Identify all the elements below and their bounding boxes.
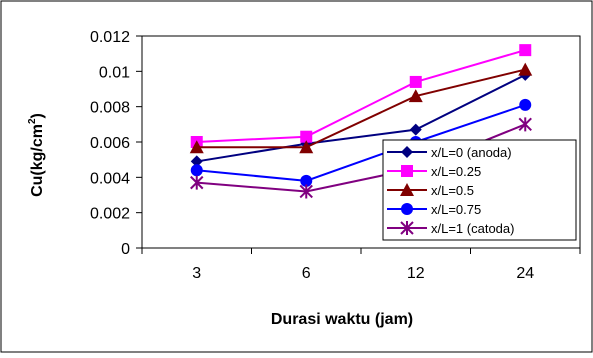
series-3: [189, 62, 533, 154]
series-line: [196, 103, 526, 182]
x-axis-label: Durasi waktu (jam): [271, 311, 413, 328]
data-point: [519, 44, 532, 57]
y-axis-label: Cu(kg/cm2): [27, 113, 46, 197]
legend-label: x/L=0.25: [431, 164, 481, 179]
data-point: [299, 184, 313, 199]
data-point: [190, 155, 203, 168]
y-tick-label: 0.008: [90, 100, 130, 117]
legend-marker: [401, 146, 413, 158]
y-axis-label-sup: 2: [27, 118, 38, 124]
axes: 0 0.002 0.004 0.006 0.008 0.01 0.012 3 6 12 24: [90, 29, 581, 282]
y-tick-label: 0.012: [90, 29, 130, 46]
x-tick-label: 6: [302, 265, 311, 282]
y-tick-label: 0.004: [90, 170, 130, 187]
legend-label: x/L=1 (catoda): [431, 221, 514, 236]
data-point: [299, 140, 314, 154]
data-point: [190, 164, 203, 177]
legend-marker: [401, 165, 413, 177]
data-point: [519, 98, 532, 111]
x-tick-label: 12: [407, 265, 425, 282]
y-axis-label-end: ): [29, 113, 46, 118]
legend-label: x/L=0.75: [431, 202, 481, 217]
y-tick-label: 0: [121, 241, 130, 258]
legend-marker: [401, 203, 413, 215]
series-line: [196, 49, 526, 143]
data-point: [409, 75, 422, 88]
x-tick-label: 24: [516, 265, 534, 282]
legend-marker: [400, 221, 414, 235]
data-point: [300, 130, 313, 143]
series-line: [196, 73, 526, 163]
series-line: [196, 68, 526, 149]
y-axis-label-main: Cu(kg/cm: [29, 124, 46, 197]
y-tick-label: 0.01: [99, 64, 130, 81]
x-tick-label: 3: [192, 265, 201, 282]
series-layer: [189, 44, 533, 199]
legend-label: x/L=0 (anoda): [431, 145, 512, 160]
data-point: [518, 117, 532, 132]
data-point: [190, 175, 204, 190]
legend: x/L=0 (anoda) x/L=0.25 x/L=0.5 x/L=0.75 x/L=…: [382, 139, 577, 241]
legend-item: x/L=0.75: [387, 202, 481, 217]
data-point: [300, 174, 313, 187]
legend-item: x/L=0.25: [387, 164, 481, 179]
y-tick-label: 0.006: [90, 135, 130, 152]
series-4: [190, 98, 532, 187]
legend-marker: [400, 183, 414, 196]
legend-item: x/L=0 (anoda): [387, 145, 512, 160]
data-point: [189, 140, 204, 154]
y-tick-label: 0.002: [90, 206, 130, 223]
legend-item: x/L=1 (catoda): [387, 221, 514, 236]
legend-label: x/L=0.5: [431, 183, 474, 198]
data-point: [518, 62, 533, 76]
data-point: [409, 123, 422, 136]
legend-item: x/L=0.5: [387, 183, 474, 198]
data-point: [408, 89, 423, 103]
